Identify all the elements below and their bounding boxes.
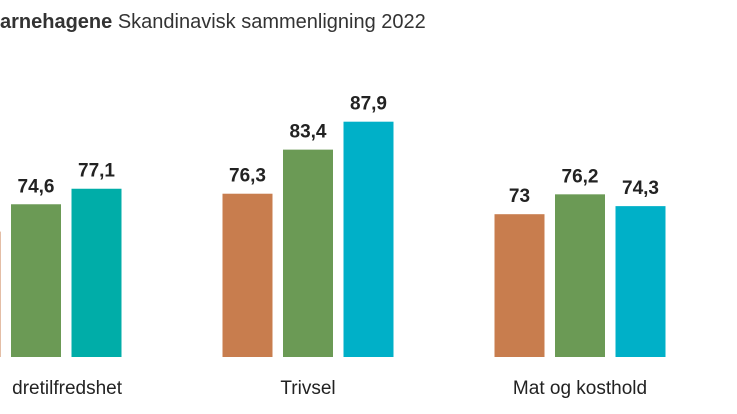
value-label: 73 [509, 186, 530, 207]
bar [222, 193, 273, 357]
bar [11, 204, 61, 357]
bar [0, 231, 1, 357]
value-label: 76,3 [229, 166, 266, 187]
bar [615, 206, 666, 357]
value-label: 76,2 [562, 166, 599, 187]
bar [71, 188, 122, 357]
bar [343, 121, 394, 358]
title-bold: arnehagene [0, 11, 112, 33]
value-label: 87,9 [350, 94, 387, 115]
value-label: 74,3 [622, 178, 659, 199]
title-rest: Skandinavisk sammenligning 2022 [118, 11, 426, 33]
bar [283, 149, 333, 357]
value-label: 83,4 [290, 122, 327, 143]
x-tick-label: dretilfredshet [12, 378, 123, 399]
x-tick-label: Trivsel [280, 378, 335, 399]
value-label: 77,1 [78, 161, 115, 182]
bar [494, 214, 545, 357]
value-label: 74,6 [18, 176, 55, 197]
x-tick-label: Mat og kosthold [513, 378, 647, 399]
chart-title: arnehagene Skandinavisk sammenligning 20… [0, 11, 426, 33]
bar [555, 194, 605, 357]
